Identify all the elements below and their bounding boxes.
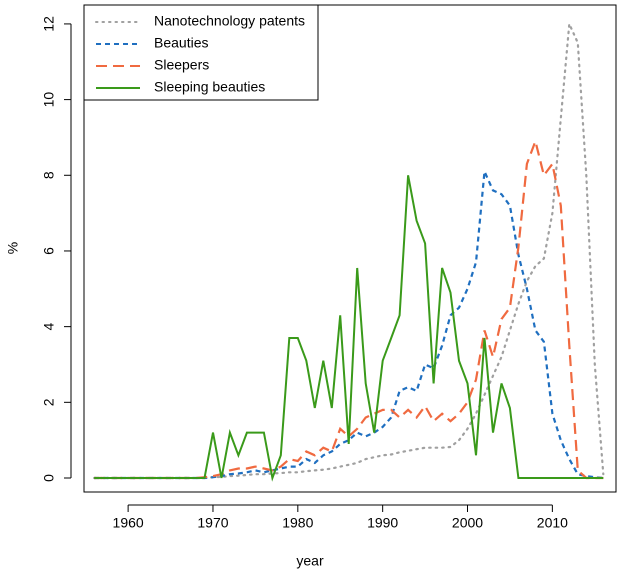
legend-label: Nanotechnology patents [154, 13, 305, 29]
legend-label: Beauties [154, 35, 208, 51]
y-tick-label: 12 [41, 16, 57, 32]
legend-box [83, 4, 319, 101]
y-tick-label: 8 [41, 171, 57, 179]
y-axis-label: % [5, 242, 21, 254]
series-line [94, 175, 604, 482]
x-tick-label: 2000 [452, 515, 483, 531]
y-tick-label: 4 [41, 323, 57, 331]
legend-label: Sleepers [154, 57, 209, 73]
plot-frame [83, 4, 617, 493]
x-tick-label: 2010 [537, 515, 568, 531]
series-line [94, 137, 604, 480]
x-tick-label: 1970 [197, 515, 228, 531]
x-tick-label: 1960 [113, 515, 144, 531]
x-tick-label: 1990 [367, 515, 398, 531]
x-axis-label: year [296, 553, 324, 569]
legend-label: Sleeping beauties [154, 79, 265, 95]
y-tick-label: 6 [41, 247, 57, 255]
y-tick-label: 2 [41, 398, 57, 406]
x-tick-label: 1980 [282, 515, 313, 531]
y-tick-label: 10 [41, 92, 57, 108]
y-tick-label: 0 [41, 474, 57, 482]
